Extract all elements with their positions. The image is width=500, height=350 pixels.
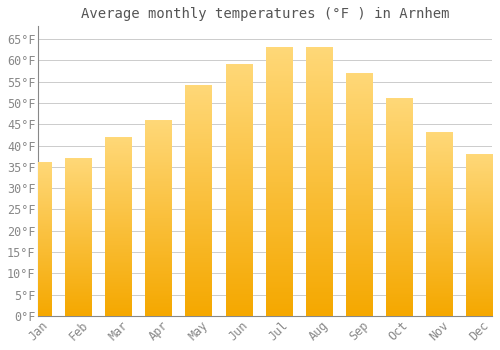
- Bar: [306, 48, 332, 316]
- Bar: [226, 65, 252, 316]
- Bar: [386, 99, 412, 316]
- Title: Average monthly temperatures (°F ) in Arnhem: Average monthly temperatures (°F ) in Ar…: [81, 7, 450, 21]
- Bar: [186, 86, 212, 316]
- Bar: [106, 137, 132, 316]
- Bar: [266, 48, 291, 316]
- Bar: [146, 120, 172, 316]
- Bar: [426, 133, 452, 316]
- Bar: [466, 154, 492, 316]
- Bar: [346, 73, 372, 316]
- Bar: [66, 158, 92, 316]
- Bar: [25, 163, 51, 316]
